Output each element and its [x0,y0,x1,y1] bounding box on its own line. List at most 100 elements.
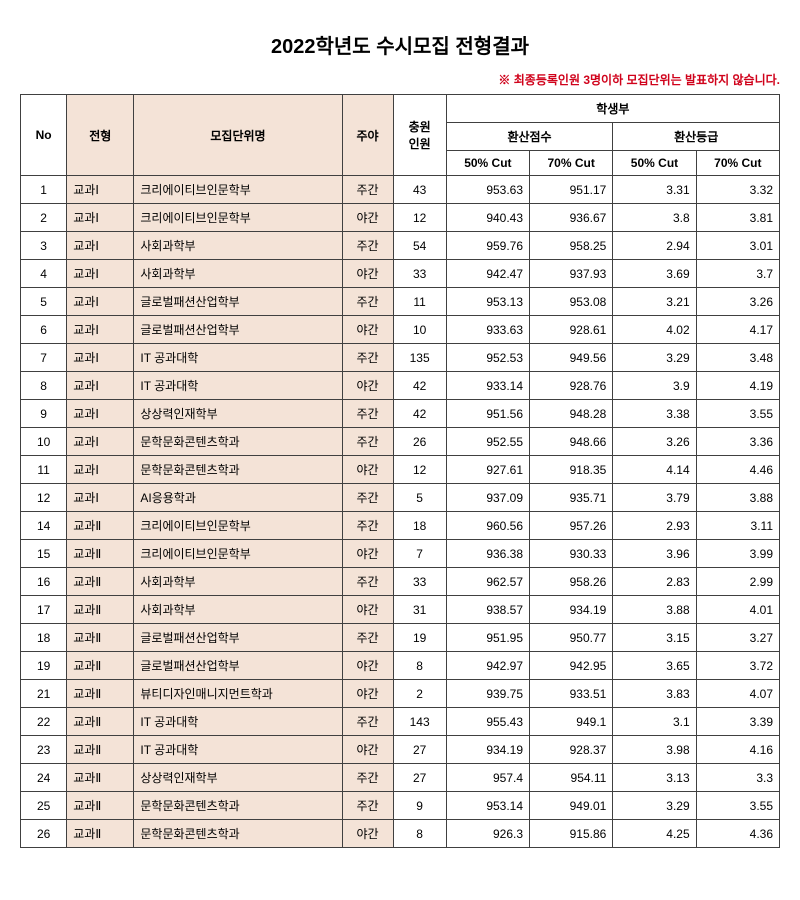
cell-no: 22 [21,708,67,736]
table-body: 1교과Ⅰ크리에이티브인문학부주간43953.63951.173.313.322교… [21,176,780,848]
cell-dept: IT 공과대학 [134,708,342,736]
cell-score-70: 928.61 [530,316,613,344]
cell-type: 교과Ⅱ [67,820,134,848]
cell-grade-70: 3.36 [696,428,779,456]
cell-type: 교과Ⅰ [67,344,134,372]
cell-capacity: 2 [393,680,446,708]
cell-no: 11 [21,456,67,484]
disclosure-note: ※ 최종등록인원 3명이하 모집단위는 발표하지 않습니다. [20,71,780,88]
cell-no: 7 [21,344,67,372]
cell-grade-50: 3.83 [613,680,696,708]
cell-no: 3 [21,232,67,260]
capacity-l1: 충원 [409,120,431,134]
cell-score-50: 936.38 [446,540,529,568]
table-row: 7교과ⅠIT 공과대학주간135952.53949.563.293.48 [21,344,780,372]
cell-score-50: 933.63 [446,316,529,344]
cell-no: 10 [21,428,67,456]
table-row: 18교과Ⅱ글로벌패션산업학부주간19951.95950.773.153.27 [21,624,780,652]
cell-score-50: 927.61 [446,456,529,484]
col-score-70: 70% Cut [530,151,613,176]
cell-dept: AI응용학과 [134,484,342,512]
table-row: 16교과Ⅱ사회과학부주간33962.57958.262.832.99 [21,568,780,596]
cell-no: 1 [21,176,67,204]
cell-type: 교과Ⅱ [67,764,134,792]
cell-score-50: 952.55 [446,428,529,456]
capacity-l2: 인원 [409,137,431,151]
cell-grade-50: 2.93 [613,512,696,540]
cell-score-50: 959.76 [446,232,529,260]
cell-capacity: 11 [393,288,446,316]
cell-score-70: 948.66 [530,428,613,456]
cell-score-50: 960.56 [446,512,529,540]
cell-time: 주간 [342,288,393,316]
note-text: 최종등록인원 3명이하 모집단위는 발표하지 않습니다. [514,73,780,87]
cell-grade-50: 3.15 [613,624,696,652]
cell-type: 교과Ⅰ [67,204,134,232]
cell-type: 교과Ⅱ [67,624,134,652]
cell-capacity: 9 [393,792,446,820]
table-row: 11교과Ⅰ문학문화콘텐츠학과야간12927.61918.354.144.46 [21,456,780,484]
cell-capacity: 54 [393,232,446,260]
cell-time: 주간 [342,764,393,792]
cell-no: 14 [21,512,67,540]
cell-time: 주간 [342,428,393,456]
cell-score-70: 958.25 [530,232,613,260]
cell-time: 야간 [342,652,393,680]
cell-grade-50: 3.96 [613,540,696,568]
col-grade-70: 70% Cut [696,151,779,176]
cell-type: 교과Ⅱ [67,652,134,680]
cell-grade-50: 3.13 [613,764,696,792]
table-row: 15교과Ⅱ크리에이티브인문학부야간7936.38930.333.963.99 [21,540,780,568]
cell-score-50: 926.3 [446,820,529,848]
cell-capacity: 7 [393,540,446,568]
cell-no: 9 [21,400,67,428]
cell-score-50: 953.14 [446,792,529,820]
cell-grade-70: 3.01 [696,232,779,260]
table-row: 6교과Ⅰ글로벌패션산업학부야간10933.63928.614.024.17 [21,316,780,344]
cell-grade-50: 3.9 [613,372,696,400]
cell-grade-70: 3.32 [696,176,779,204]
cell-dept: 사회과학부 [134,568,342,596]
cell-grade-70: 3.3 [696,764,779,792]
cell-dept: 문학문화콘텐츠학과 [134,428,342,456]
cell-time: 주간 [342,344,393,372]
cell-score-50: 962.57 [446,568,529,596]
table-row: 26교과Ⅱ문학문화콘텐츠학과야간8926.3915.864.254.36 [21,820,780,848]
cell-score-50: 939.75 [446,680,529,708]
cell-grade-70: 3.88 [696,484,779,512]
cell-type: 교과Ⅰ [67,400,134,428]
cell-capacity: 43 [393,176,446,204]
cell-type: 교과Ⅰ [67,456,134,484]
cell-capacity: 33 [393,568,446,596]
cell-score-50: 951.56 [446,400,529,428]
cell-time: 야간 [342,372,393,400]
table-row: 9교과Ⅰ상상력인재학부주간42951.56948.283.383.55 [21,400,780,428]
cell-dept: 상상력인재학부 [134,764,342,792]
cell-capacity: 8 [393,652,446,680]
cell-no: 4 [21,260,67,288]
cell-time: 주간 [342,792,393,820]
cell-time: 주간 [342,484,393,512]
cell-capacity: 31 [393,596,446,624]
cell-time: 주간 [342,624,393,652]
col-score: 환산점수 [446,123,613,151]
cell-grade-50: 2.94 [613,232,696,260]
cell-capacity: 33 [393,260,446,288]
table-row: 14교과Ⅱ크리에이티브인문학부주간18960.56957.262.933.11 [21,512,780,540]
cell-time: 주간 [342,708,393,736]
cell-time: 주간 [342,176,393,204]
col-group: 학생부 [446,95,779,123]
cell-score-70: 957.26 [530,512,613,540]
cell-type: 교과Ⅰ [67,316,134,344]
cell-no: 24 [21,764,67,792]
table-row: 19교과Ⅱ글로벌패션산업학부야간8942.97942.953.653.72 [21,652,780,680]
cell-no: 19 [21,652,67,680]
cell-capacity: 19 [393,624,446,652]
cell-score-50: 937.09 [446,484,529,512]
cell-dept: 사회과학부 [134,232,342,260]
cell-grade-70: 3.26 [696,288,779,316]
cell-grade-50: 3.29 [613,792,696,820]
cell-time: 야간 [342,204,393,232]
page-title: 2022학년도 수시모집 전형결과 [20,30,780,59]
table-row: 4교과Ⅰ사회과학부야간33942.47937.933.693.7 [21,260,780,288]
